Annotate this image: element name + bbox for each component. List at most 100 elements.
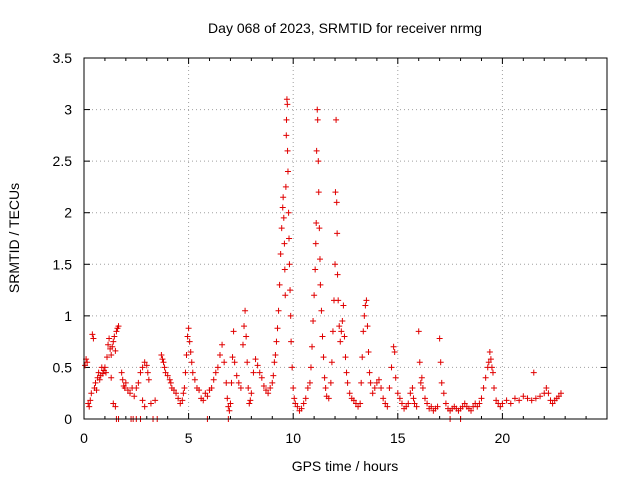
data-point bbox=[280, 194, 287, 201]
data-point bbox=[135, 379, 142, 386]
data-point bbox=[158, 352, 165, 359]
data-point bbox=[355, 403, 362, 410]
data-point bbox=[337, 338, 344, 345]
data-point bbox=[204, 393, 211, 400]
data-point bbox=[417, 379, 424, 386]
grid bbox=[84, 58, 607, 419]
data-point bbox=[271, 359, 278, 366]
data-point bbox=[144, 369, 151, 376]
data-point bbox=[221, 359, 228, 366]
data-point bbox=[361, 312, 368, 319]
data-point bbox=[543, 385, 550, 392]
data-point bbox=[419, 385, 426, 392]
data-point bbox=[524, 395, 531, 402]
y-tick-label: 2.5 bbox=[53, 153, 73, 169]
data-point bbox=[214, 364, 221, 371]
data-point bbox=[489, 369, 496, 376]
data-point bbox=[491, 385, 498, 392]
data-point bbox=[317, 281, 324, 288]
data-point bbox=[133, 385, 140, 392]
data-point bbox=[137, 369, 144, 376]
data-point bbox=[267, 385, 274, 392]
data-point bbox=[121, 385, 128, 392]
data-point bbox=[286, 261, 293, 268]
data-point bbox=[109, 343, 116, 350]
data-point bbox=[145, 376, 152, 383]
data-point bbox=[499, 400, 506, 407]
data-point bbox=[391, 348, 398, 355]
data-point bbox=[248, 390, 255, 397]
y-tick-label: 2 bbox=[64, 205, 72, 221]
data-point bbox=[228, 379, 235, 386]
x-axis-label: GPS time / hours bbox=[292, 458, 399, 474]
y-tick-label: 1.5 bbox=[53, 256, 73, 272]
data-point bbox=[358, 379, 365, 386]
data-point bbox=[111, 333, 118, 340]
data-point bbox=[272, 352, 279, 359]
data-point bbox=[350, 397, 357, 404]
data-point bbox=[143, 362, 150, 369]
data-point bbox=[147, 400, 154, 407]
data-point bbox=[202, 390, 209, 397]
data-point bbox=[139, 397, 146, 404]
data-point bbox=[112, 403, 119, 410]
data-point bbox=[336, 323, 343, 330]
data-point bbox=[497, 403, 504, 410]
data-point bbox=[322, 385, 329, 392]
data-point bbox=[284, 168, 291, 175]
data-point bbox=[243, 333, 250, 340]
data-point bbox=[237, 385, 244, 392]
data-point bbox=[485, 359, 492, 366]
data-point bbox=[108, 352, 115, 359]
data-point bbox=[119, 376, 126, 383]
data-point bbox=[269, 379, 276, 386]
data-point bbox=[191, 376, 198, 383]
data-point bbox=[291, 395, 298, 402]
data-point bbox=[294, 403, 301, 410]
data-point bbox=[388, 364, 395, 371]
data-point bbox=[166, 376, 173, 383]
y-axis-label: SRMTID / TECUs bbox=[6, 183, 22, 293]
data-point bbox=[537, 393, 544, 400]
data-point bbox=[311, 292, 318, 299]
data-point bbox=[263, 387, 270, 394]
data-point bbox=[314, 106, 321, 113]
data-point bbox=[478, 395, 485, 402]
data-point bbox=[359, 354, 366, 361]
data-point bbox=[310, 318, 317, 325]
x-tick-label: 15 bbox=[390, 430, 406, 446]
data-point bbox=[113, 328, 120, 335]
data-point bbox=[161, 364, 168, 371]
y-tick-label: 3 bbox=[64, 102, 72, 118]
data-point bbox=[511, 395, 518, 402]
data-point bbox=[104, 354, 111, 361]
data-point bbox=[167, 379, 174, 386]
data-point bbox=[212, 369, 219, 376]
data-point bbox=[106, 335, 113, 342]
data-point bbox=[87, 397, 94, 404]
data-point bbox=[284, 101, 291, 108]
data-point bbox=[241, 323, 248, 330]
data-point bbox=[516, 397, 523, 404]
data-point bbox=[434, 403, 441, 410]
data-point bbox=[396, 395, 403, 402]
data-point bbox=[338, 328, 345, 335]
data-point bbox=[181, 385, 188, 392]
data-point bbox=[124, 387, 131, 394]
data-point bbox=[488, 364, 495, 371]
data-point bbox=[357, 400, 364, 407]
data-point bbox=[413, 403, 420, 410]
data-point bbox=[288, 338, 295, 345]
data-point bbox=[290, 385, 297, 392]
data-point bbox=[244, 359, 251, 366]
data-point bbox=[292, 400, 299, 407]
data-point bbox=[242, 307, 249, 314]
data-point bbox=[164, 372, 171, 379]
data-point bbox=[335, 297, 342, 304]
data-point bbox=[139, 364, 146, 371]
data-point bbox=[304, 385, 311, 392]
data-point bbox=[162, 369, 169, 376]
data-point bbox=[175, 395, 182, 402]
data-point bbox=[247, 397, 254, 404]
data-point bbox=[346, 390, 353, 397]
